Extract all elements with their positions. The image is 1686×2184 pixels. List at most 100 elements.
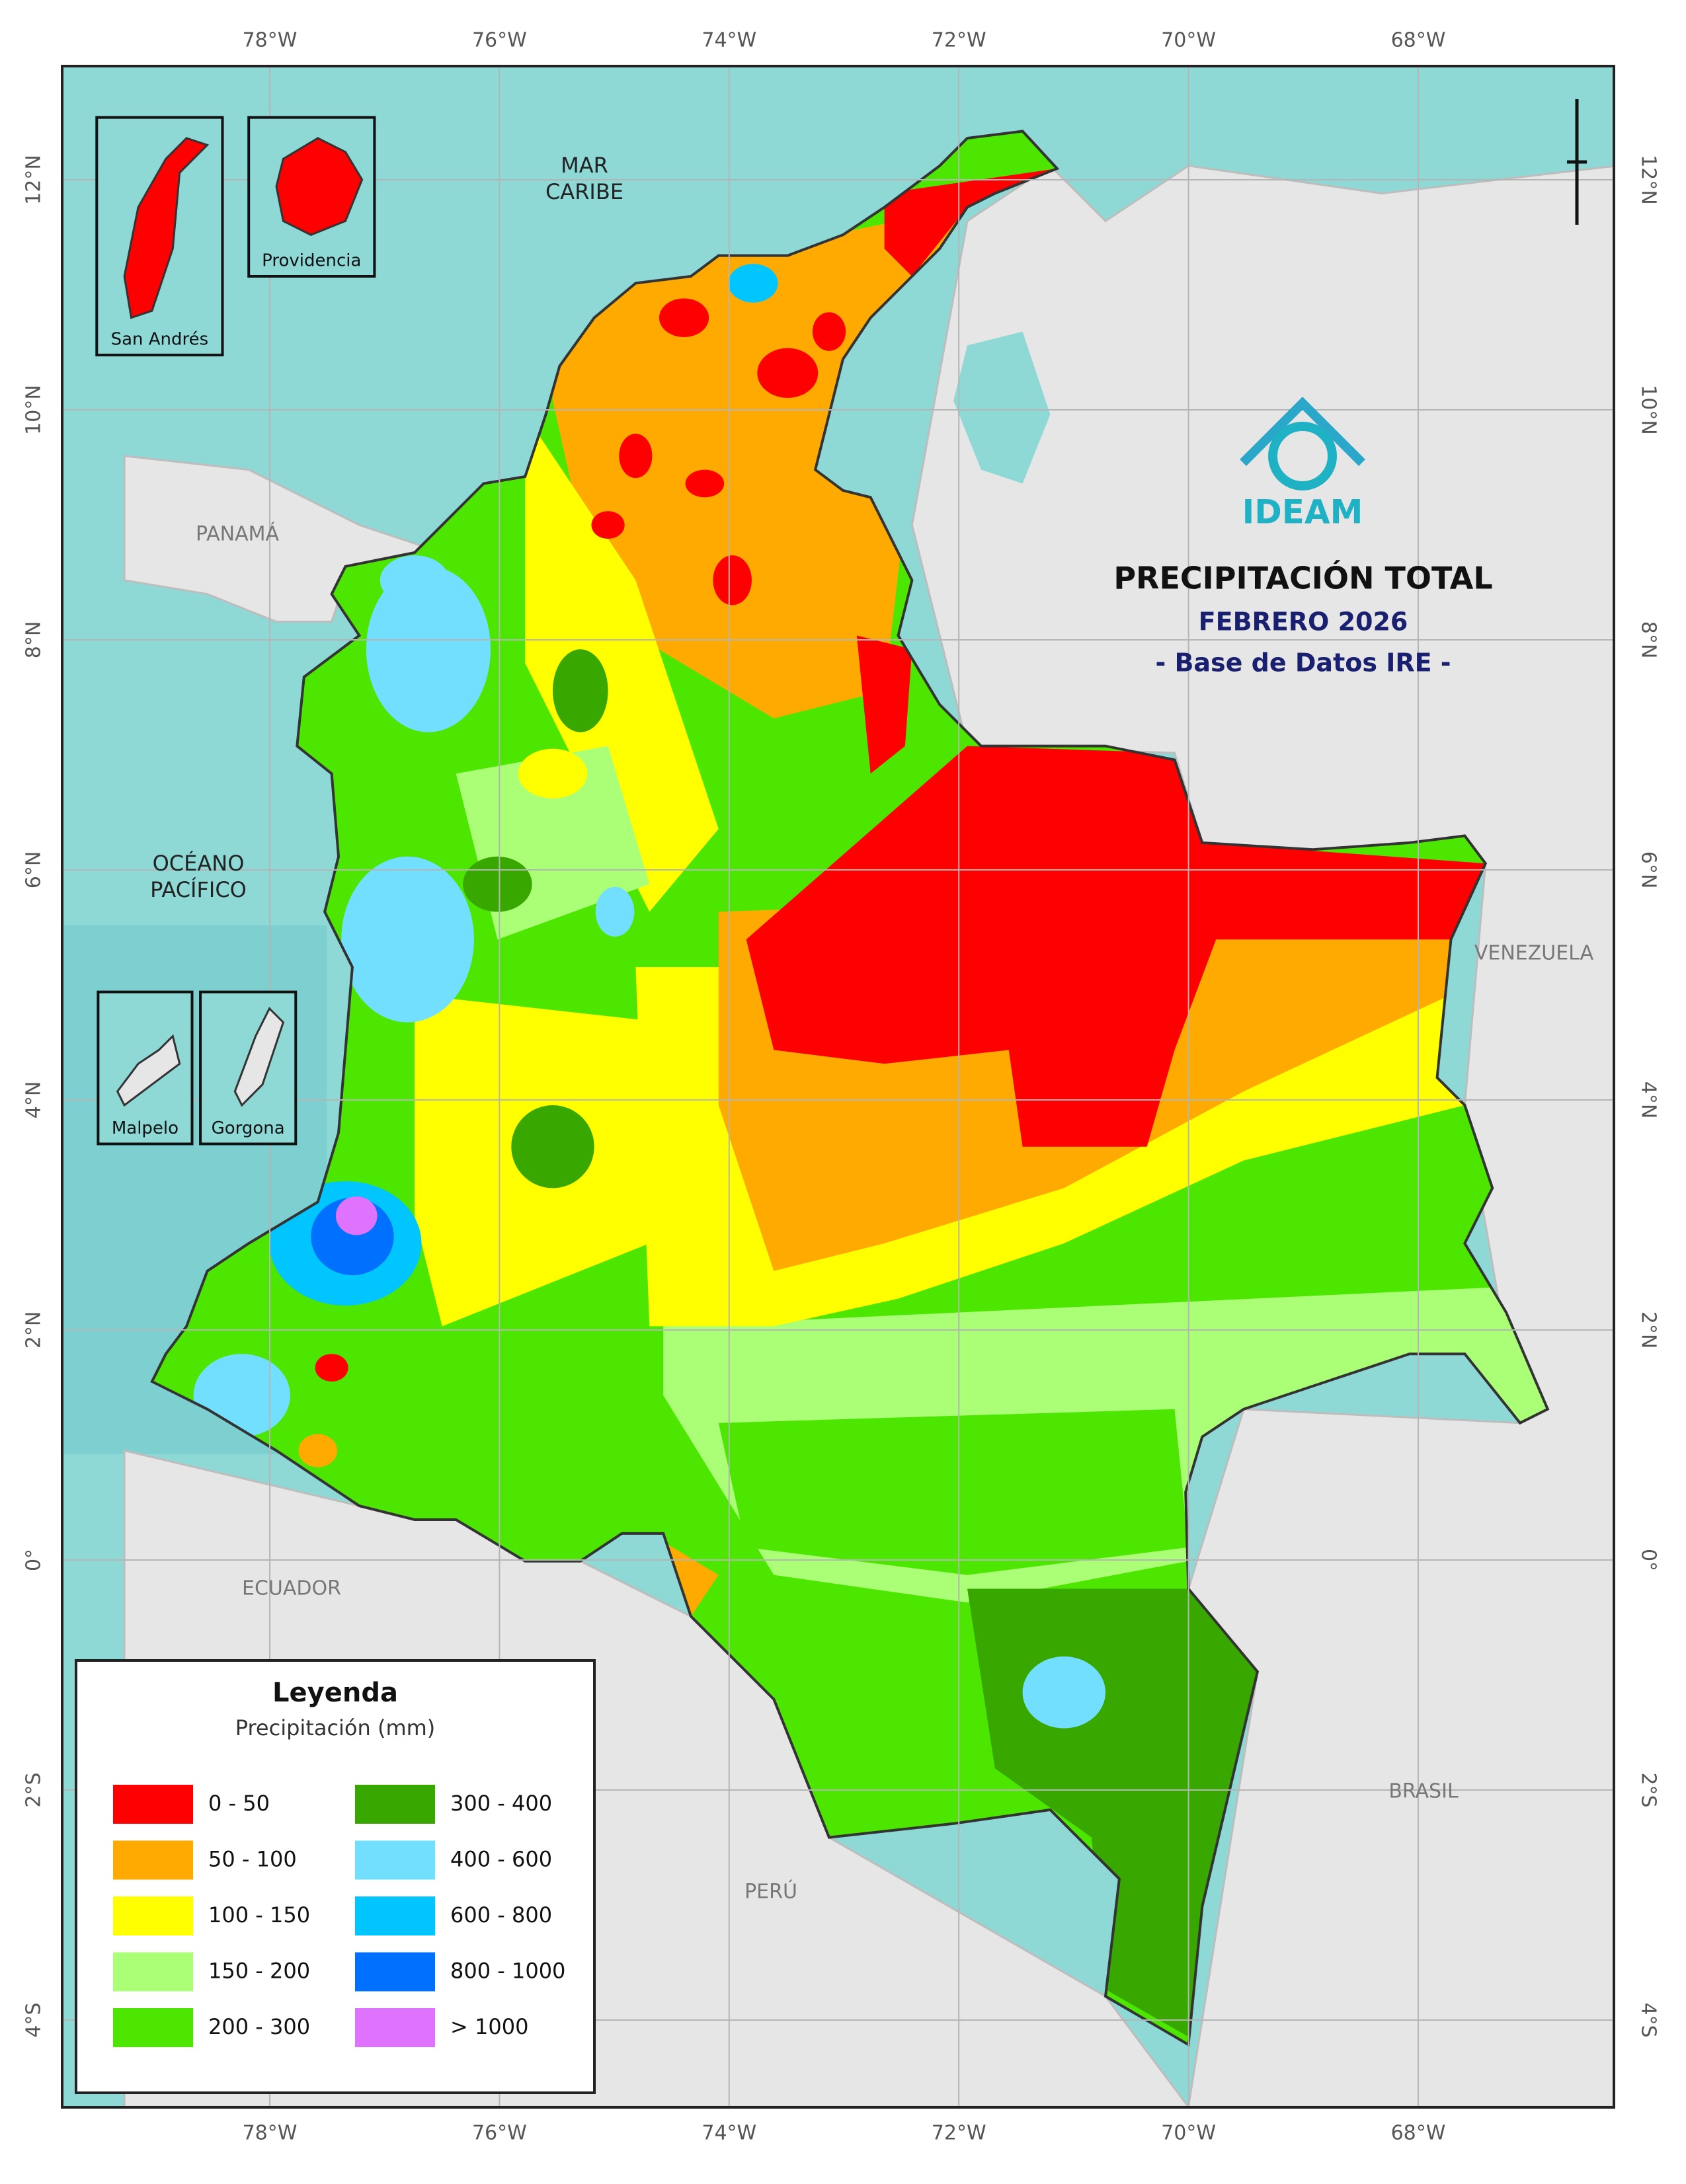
precip-zone	[341, 856, 474, 1023]
precip-zone	[1022, 1656, 1106, 1729]
inset-label: Malpelo	[112, 1118, 179, 1138]
legend-swatch	[355, 1952, 435, 1992]
precip-zone	[380, 555, 450, 605]
lat-label: 4°N	[22, 1081, 46, 1119]
precip-zone	[456, 1015, 512, 1085]
lat-label: 12°N	[1637, 155, 1660, 205]
place-label: PACÍFICO	[150, 877, 247, 902]
precip-zone	[511, 1105, 594, 1189]
legend-label: 150 - 200	[208, 1959, 310, 1984]
lon-label: 72°W	[932, 29, 986, 52]
precip-zone	[463, 856, 532, 912]
precip-zone	[591, 511, 625, 539]
lake	[953, 331, 1051, 484]
inset-label: Providencia	[262, 251, 361, 271]
lon-label: 70°W	[1161, 29, 1216, 52]
logo-text: IDEAM	[1242, 493, 1363, 531]
title: PRECIPITACIÓN TOTAL	[1113, 561, 1492, 596]
legend-label: 200 - 300	[208, 2014, 310, 2039]
lon-label: 68°W	[1391, 29, 1446, 52]
precip-zone	[553, 649, 608, 732]
lat-label: 6°N	[1637, 851, 1660, 889]
inset-label: Gorgona	[212, 1118, 285, 1138]
lat-label: 2°N	[1637, 1311, 1660, 1349]
precip-zone	[619, 434, 653, 479]
lat-label: 0°	[22, 1549, 46, 1571]
logo-mark	[1268, 422, 1337, 490]
place-label: BRASIL	[1388, 1780, 1459, 1803]
legend-label: 600 - 800	[450, 1902, 552, 1928]
source: - Base de Datos IRE -	[1155, 648, 1451, 678]
lat-label: 8°N	[1637, 621, 1660, 659]
precip-zone	[315, 1354, 348, 1382]
lat-label: 12°N	[22, 155, 46, 205]
lon-label: 76°W	[472, 29, 527, 52]
lat-label: 10°N	[1637, 385, 1660, 435]
logo-mark	[1240, 397, 1365, 466]
precip-zone	[757, 348, 819, 398]
lat-label: 4°N	[1637, 1081, 1660, 1119]
place-label: PANAMÁ	[196, 522, 280, 546]
precip-zone	[718, 1409, 1189, 1575]
inset-island	[123, 137, 210, 319]
legend-label: 100 - 150	[208, 1902, 310, 1928]
lat-label: 0°	[1637, 1549, 1660, 1571]
legend-label: 300 - 400	[450, 1791, 552, 1816]
lon-label: 76°W	[472, 2122, 527, 2145]
period: FEBRERO 2026	[1199, 607, 1408, 637]
place-label: VENEZUELA	[1474, 942, 1594, 965]
precip-zone	[884, 169, 1057, 276]
precip-zone	[685, 469, 725, 498]
legend-swatch	[355, 1785, 435, 1824]
inset-island	[116, 1034, 181, 1107]
lon-label: 70°W	[1161, 2122, 1216, 2145]
legend-swatch	[113, 1896, 193, 1935]
north-arrow	[1567, 99, 1587, 225]
lon-label: 74°W	[702, 2122, 756, 2145]
lat-label: 4°S	[22, 2002, 46, 2037]
place-label: CARIBE	[545, 179, 623, 204]
lon-label: 78°W	[243, 2122, 298, 2145]
legend-label: 800 - 1000	[450, 1959, 565, 1984]
inset-island	[233, 1007, 285, 1107]
legend-swatch	[113, 1785, 193, 1824]
country-border	[150, 130, 1550, 2047]
lat-label: 2°S	[22, 1772, 46, 1807]
legend-label: 0 - 50	[208, 1791, 270, 1816]
precip-zone	[366, 566, 491, 732]
precip-zone	[335, 1196, 378, 1235]
lon-label: 68°W	[1391, 2122, 1446, 2145]
precip-zone	[812, 312, 846, 351]
legend-swatch	[355, 1840, 435, 1880]
lat-label: 10°N	[22, 385, 46, 435]
legend-swatch	[355, 2008, 435, 2047]
legend-swatch	[113, 1840, 193, 1880]
frame	[61, 65, 1615, 2109]
legend-swatch	[113, 2008, 193, 2047]
legend-title: Leyenda	[272, 1678, 398, 1708]
lon-label: 74°W	[702, 29, 756, 52]
place-label: ECUADOR	[242, 1577, 341, 1600]
lat-label: 2°S	[1637, 1772, 1660, 1807]
precip-zone	[659, 298, 709, 337]
precip-zone	[298, 1434, 337, 1467]
precip-zone	[728, 264, 778, 303]
legend-label: 50 - 100	[208, 1847, 297, 1872]
legend-swatch	[355, 1896, 435, 1935]
precip-zone	[525, 414, 719, 912]
precip-zone	[746, 746, 1486, 1147]
precip-field	[151, 131, 1548, 2045]
lon-label: 72°W	[932, 2122, 986, 2145]
lat-label: 2°N	[22, 1311, 46, 1349]
lat-label: 8°N	[22, 621, 46, 659]
precip-zone	[856, 635, 912, 774]
place-label: OCÉANO	[153, 851, 245, 876]
precip-zone	[713, 555, 752, 605]
lat-label: 6°N	[22, 851, 46, 889]
legend-label: 400 - 600	[450, 1847, 552, 1872]
legend-subtitle: Precipitación (mm)	[235, 1715, 436, 1740]
legend-swatch	[113, 1952, 193, 1992]
precip-zone	[518, 748, 588, 799]
